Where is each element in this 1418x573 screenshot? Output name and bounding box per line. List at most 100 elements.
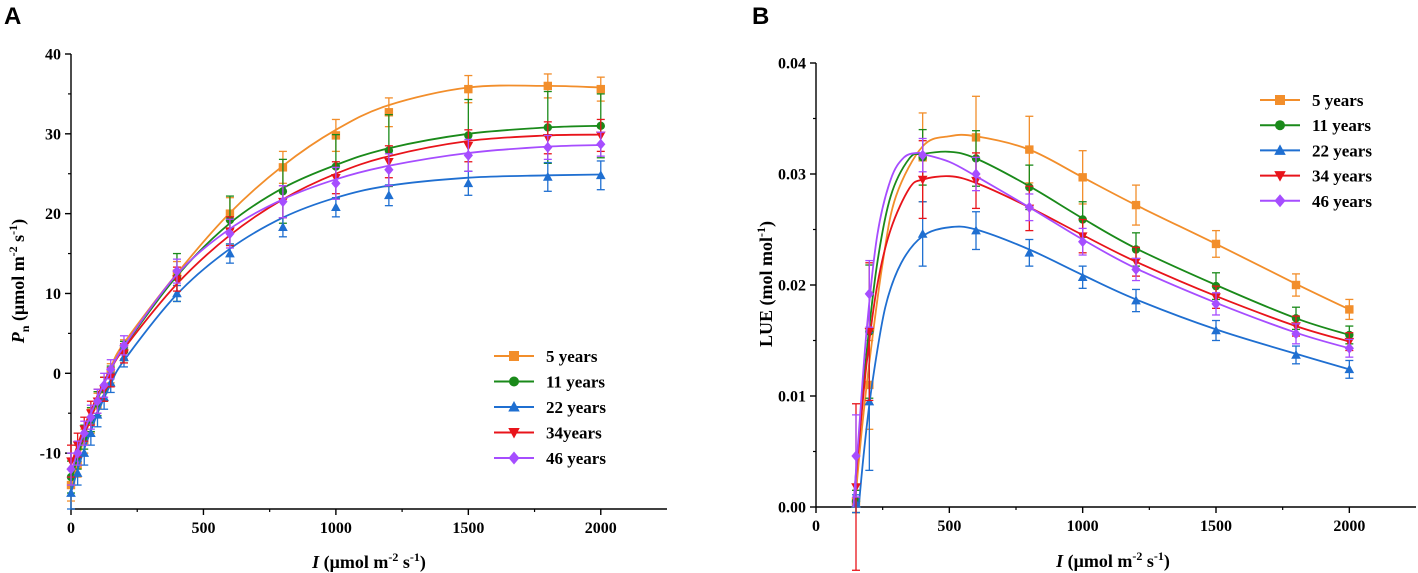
data-point xyxy=(1078,236,1088,248)
legend-marker xyxy=(1275,95,1285,105)
data-point xyxy=(172,288,182,298)
data-point xyxy=(119,339,129,351)
data-point xyxy=(1024,201,1034,213)
data-point xyxy=(99,379,109,391)
panel-label: B xyxy=(752,3,769,30)
data-point xyxy=(851,450,861,462)
legend-marker xyxy=(508,451,520,465)
axis-label-part: -2 xyxy=(1132,549,1142,563)
data-point xyxy=(596,138,606,150)
x-tick-label: 2000 xyxy=(585,520,617,537)
data-point xyxy=(463,178,474,188)
axis-label-part: ) xyxy=(1164,551,1170,572)
legend-marker xyxy=(509,376,519,387)
x-tick-label: 1500 xyxy=(1200,518,1232,535)
data-point xyxy=(73,447,83,459)
legend-label: 11 years xyxy=(546,373,605,392)
legend-label: 34years xyxy=(546,424,602,443)
axis-label-part: n xyxy=(18,325,32,332)
axis-label-part: P xyxy=(8,331,28,344)
fit-line xyxy=(70,173,601,494)
data-point xyxy=(1344,364,1355,374)
series-46-years xyxy=(851,137,1354,508)
y-tick-label: 40 xyxy=(45,47,61,64)
data-point xyxy=(106,363,116,375)
series-46-years xyxy=(66,131,606,486)
y-axis-label: LUE (mol mol-1) xyxy=(754,221,777,347)
legend-item: 34 years xyxy=(1260,167,1372,186)
fit-line xyxy=(852,151,1350,508)
data-point xyxy=(971,168,981,180)
data-point xyxy=(172,265,182,277)
data-point xyxy=(384,108,394,117)
fit-line xyxy=(852,150,1350,508)
data-point xyxy=(1131,295,1141,305)
legend-label: 46 years xyxy=(546,449,606,468)
legend-marker xyxy=(1275,120,1285,131)
legend: 5 years 11 years 22 years 34years 46 years xyxy=(494,347,606,468)
legend-item: 46 years xyxy=(494,449,606,468)
data-point xyxy=(917,228,928,238)
data-point xyxy=(1131,264,1141,275)
data-point xyxy=(1024,247,1035,257)
data-point xyxy=(225,228,235,240)
axis-label-part: -1 xyxy=(410,550,420,564)
legend-marker xyxy=(1274,171,1286,182)
data-point xyxy=(463,149,473,161)
legend-item: 22 years xyxy=(494,398,606,417)
data-point xyxy=(92,395,103,407)
legend-item: 22 years xyxy=(1260,141,1372,160)
data-point xyxy=(1291,349,1301,359)
legend-label: 5 years xyxy=(546,347,598,366)
legend-marker xyxy=(508,428,520,439)
data-point xyxy=(596,84,605,94)
data-point xyxy=(1078,173,1087,182)
data-point xyxy=(66,463,76,475)
data-point xyxy=(79,427,89,439)
data-point xyxy=(1211,239,1221,249)
x-tick-label: 2000 xyxy=(1333,518,1365,535)
axis-label-part: -2 xyxy=(388,550,398,564)
fit-line xyxy=(852,175,1350,508)
data-point xyxy=(1131,200,1141,210)
y-tick-label: 0.00 xyxy=(778,500,806,517)
data-point xyxy=(918,149,928,161)
legend-marker xyxy=(1274,194,1286,208)
x-tick-label: 500 xyxy=(937,518,961,535)
y-tick-label: 20 xyxy=(45,206,61,223)
y-tick-label: -10 xyxy=(40,446,61,463)
x-tick-label: 1500 xyxy=(452,520,484,537)
series-5-years xyxy=(851,95,1354,514)
x-tick-label: 0 xyxy=(812,518,820,535)
legend-item: 11 years xyxy=(1260,116,1371,135)
legend-item: 46 years xyxy=(1260,192,1372,211)
axis-label-part: LUE (mol mol xyxy=(756,237,777,347)
legend-item: 5 years xyxy=(1260,91,1364,110)
axis-label-part: I xyxy=(1055,551,1064,571)
axis-label-part: -1 xyxy=(1154,549,1164,563)
data-point xyxy=(1211,298,1221,310)
data-point xyxy=(1291,280,1301,290)
y-tick-label: 0.01 xyxy=(778,389,806,406)
data-point xyxy=(278,222,288,231)
data-point xyxy=(225,248,235,258)
fit-line xyxy=(70,144,601,474)
data-point xyxy=(1077,272,1088,282)
axis-label-part: (μmol m xyxy=(1063,551,1132,572)
y-axis-label: Pn (μmol m-2 s-1) xyxy=(6,219,32,344)
legend-item: 34years xyxy=(494,424,602,443)
axis-label-part: (μmol m xyxy=(319,552,388,573)
x-tick-label: 500 xyxy=(191,520,215,537)
legend-label: 11 years xyxy=(1312,116,1371,135)
axis-label-part: I xyxy=(311,552,320,572)
legend-marker xyxy=(1274,144,1286,155)
legend-label: 46 years xyxy=(1312,192,1372,211)
panel-label: A xyxy=(4,3,21,30)
axis-label-part: s xyxy=(8,235,28,247)
fit-line xyxy=(853,133,1350,508)
legend-marker xyxy=(508,401,520,412)
data-point xyxy=(384,164,394,176)
y-tick-label: 0.03 xyxy=(778,167,806,184)
